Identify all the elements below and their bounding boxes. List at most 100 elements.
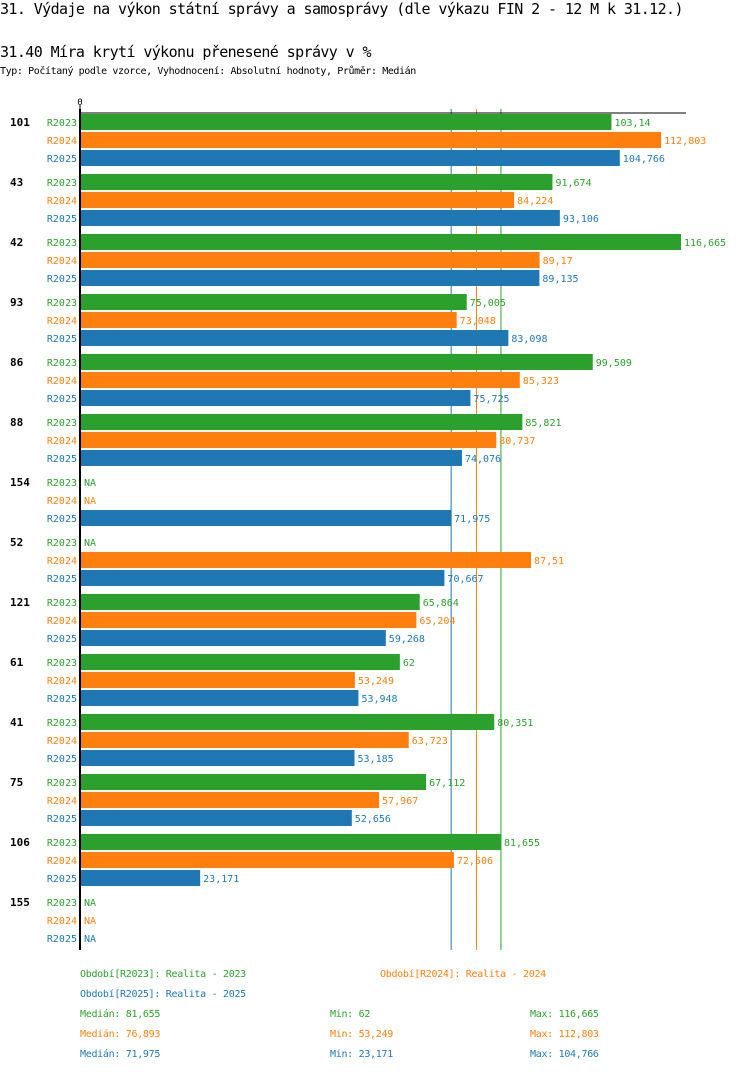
value-label: 93,106	[563, 214, 599, 225]
value-label: 65,204	[419, 616, 455, 627]
bar-r2025	[81, 390, 471, 406]
legend-entry-r2023: Období[R2023]: Realita - 2023	[80, 969, 246, 980]
value-label: 65,864	[423, 598, 459, 609]
bar-r2024	[81, 252, 540, 268]
series-label: R2024	[47, 316, 77, 327]
value-label: 116,665	[684, 238, 726, 249]
series-label: R2025	[47, 574, 77, 585]
value-label: 112,803	[664, 136, 706, 147]
series-label: R2024	[47, 616, 77, 627]
value-label: 53,249	[358, 676, 394, 687]
bar-r2025	[81, 510, 452, 526]
series-label: R2024	[47, 916, 77, 927]
series-label: R2023	[47, 358, 77, 369]
series-label: R2025	[47, 814, 77, 825]
series-label: R2025	[47, 154, 77, 165]
value-label: 59,268	[389, 634, 425, 645]
series-label: R2024	[47, 436, 77, 447]
bar-r2025	[81, 570, 445, 586]
bar-r2025	[81, 330, 509, 346]
series-label: R2023	[47, 418, 77, 429]
bar-r2023	[81, 654, 400, 670]
value-label: 73,048	[460, 316, 496, 327]
series-label: R2025	[47, 454, 77, 465]
category-label: 61	[10, 656, 24, 669]
series-label: R2023	[47, 838, 77, 849]
value-label-na: NA	[84, 898, 96, 909]
value-label: 52,656	[355, 814, 391, 825]
category-label: 106	[10, 836, 30, 849]
value-label: 83,098	[511, 334, 547, 345]
category-label: 52	[10, 536, 23, 549]
value-label: 104,766	[623, 154, 665, 165]
bar-r2025	[81, 750, 355, 766]
value-label: 74,076	[465, 454, 501, 465]
value-label: 53,948	[361, 694, 397, 705]
bar-r2024	[81, 852, 454, 868]
category-label: 155	[10, 896, 30, 909]
value-label-na: NA	[84, 478, 96, 489]
report-title: 31. Výdaje na výkon státní správy a samo…	[0, 0, 684, 18]
value-label: 85,323	[523, 376, 559, 387]
bar-r2024	[81, 432, 497, 448]
series-label: R2025	[47, 514, 77, 525]
series-label: R2025	[47, 934, 77, 945]
series-label: R2024	[47, 676, 77, 687]
series-label: R2025	[47, 214, 77, 225]
bar-r2025	[81, 810, 352, 826]
bar-r2023	[81, 294, 467, 310]
bar-r2024	[81, 552, 532, 568]
stat-median-r2023: Medián: 81,655	[80, 1009, 161, 1020]
series-label: R2023	[47, 538, 77, 549]
value-label: 89,135	[542, 274, 578, 285]
bar-r2023	[81, 174, 553, 190]
stat-min-r2025: Min: 23,171	[330, 1049, 393, 1060]
value-label: 80,351	[497, 718, 533, 729]
series-label: R2023	[47, 898, 77, 909]
value-label: 103,14	[614, 118, 650, 129]
series-label: R2023	[47, 778, 77, 789]
bar-r2025	[81, 450, 462, 466]
series-label: R2025	[47, 694, 77, 705]
series-label: R2023	[47, 238, 77, 249]
category-label: 121	[10, 596, 30, 609]
value-label: 89,17	[543, 256, 573, 267]
value-label: 63,723	[412, 736, 448, 747]
series-label: R2024	[47, 376, 77, 387]
series-label: R2023	[47, 658, 77, 669]
bar-r2025	[81, 870, 201, 886]
series-label: R2023	[47, 298, 77, 309]
value-label: 72,506	[457, 856, 493, 867]
value-label: 53,185	[358, 754, 394, 765]
category-label: 42	[10, 236, 23, 249]
series-label: R2025	[47, 874, 77, 885]
bar-r2023	[81, 714, 495, 730]
stat-min-r2023: Min: 62	[330, 1009, 371, 1020]
value-label: 75,725	[473, 394, 509, 405]
value-label: 81,655	[504, 838, 540, 849]
bar-r2023	[81, 594, 420, 610]
stat-median-r2025: Medián: 71,975	[80, 1049, 161, 1060]
stat-max-r2024: Max: 112,803	[530, 1029, 599, 1040]
value-label-na: NA	[84, 496, 96, 507]
value-label-na: NA	[84, 934, 96, 945]
series-label: R2024	[47, 496, 77, 507]
bar-r2025	[81, 270, 540, 286]
bar-r2024	[81, 312, 457, 328]
value-label: 70,667	[447, 574, 483, 585]
category-label: 154	[10, 476, 30, 489]
series-label: R2025	[47, 394, 77, 405]
category-label: 41	[10, 716, 24, 729]
series-label: R2024	[47, 736, 77, 747]
bar-r2023	[81, 774, 427, 790]
value-label: 91,674	[555, 178, 591, 189]
bar-r2023	[81, 234, 681, 250]
value-label: 75,005	[470, 298, 506, 309]
series-label: R2024	[47, 856, 77, 867]
bar-r2023	[81, 414, 523, 430]
bar-r2023	[81, 354, 593, 370]
chart-title: 31.40 Míra krytí výkonu přenesené správy…	[0, 43, 372, 61]
value-label: 87,51	[534, 556, 564, 567]
value-label: 80,737	[499, 436, 535, 447]
